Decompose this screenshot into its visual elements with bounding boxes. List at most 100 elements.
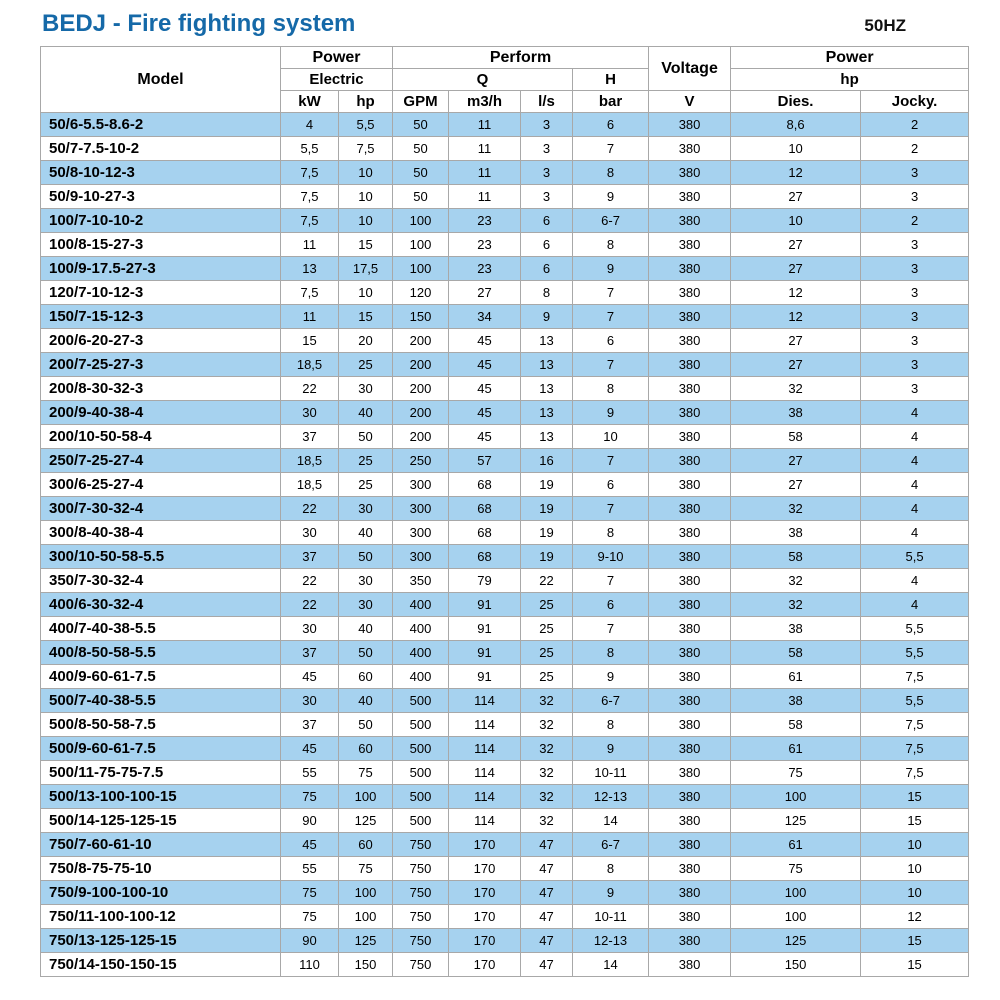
value-cell: 37 [280, 544, 339, 569]
model-cell: 150/7-15-12-3 [40, 304, 281, 329]
value-cell: 300 [392, 520, 450, 545]
value-cell: 8 [572, 640, 650, 665]
value-cell: 750 [392, 952, 450, 977]
table-row: 50/6-5.5-8.6-2 4 5,5 50 11 3 6 380 8,6 2 [40, 112, 970, 137]
value-cell: 10 [860, 832, 970, 857]
value-cell: 3 [860, 256, 970, 281]
model-cell: 500/7-40-38-5.5 [40, 688, 281, 713]
value-cell: 90 [280, 928, 339, 953]
value-cell: 125 [730, 928, 862, 953]
value-cell: 3 [860, 304, 970, 329]
value-cell: 6-7 [572, 688, 650, 713]
value-cell: 380 [648, 112, 732, 137]
value-cell: 3 [860, 376, 970, 401]
table-row: 750/13-125-125-15 90 125 750 170 47 12-13 380 12… [40, 928, 970, 953]
value-cell: 380 [648, 520, 732, 545]
value-cell: 500 [392, 808, 450, 833]
value-cell: 15 [337, 232, 394, 257]
model-cell: 120/7-10-12-3 [40, 280, 281, 305]
value-cell: 25 [337, 352, 394, 377]
value-cell: 110 [280, 952, 339, 977]
value-cell: 16 [520, 448, 574, 473]
model-cell: 750/13-125-125-15 [40, 928, 281, 953]
value-cell: 10 [337, 280, 394, 305]
value-cell: 7,5 [280, 280, 339, 305]
value-cell: 61 [730, 736, 862, 761]
value-cell: 19 [520, 544, 574, 569]
value-cell: 40 [337, 400, 394, 425]
header-dies: Dies. [730, 90, 862, 113]
value-cell: 170 [448, 856, 522, 881]
value-cell: 3 [860, 328, 970, 353]
model-cell: 300/8-40-38-4 [40, 520, 281, 545]
value-cell: 100 [730, 784, 862, 809]
page-header: BEDJ - Fire fighting system 50HZ [40, 6, 968, 46]
value-cell: 79 [448, 568, 522, 593]
table-row: 200/9-40-38-4 30 40 200 45 13 9 380 38 4 [40, 400, 970, 425]
value-cell: 8 [572, 712, 650, 737]
value-cell: 47 [520, 928, 574, 953]
value-cell: 50 [392, 112, 450, 137]
value-cell: 91 [448, 592, 522, 617]
value-cell: 10 [860, 856, 970, 881]
header-power-hp: Power [730, 46, 970, 69]
value-cell: 5,5 [860, 688, 970, 713]
value-cell: 380 [648, 136, 732, 161]
value-cell: 100 [337, 784, 394, 809]
value-cell: 6 [572, 328, 650, 353]
value-cell: 6 [520, 232, 574, 257]
value-cell: 3 [520, 184, 574, 209]
value-cell: 7,5 [280, 160, 339, 185]
header-model: Model [40, 46, 281, 113]
header-bar: bar [572, 90, 650, 113]
model-cell: 400/7-40-38-5.5 [40, 616, 281, 641]
value-cell: 380 [648, 472, 732, 497]
value-cell: 60 [337, 736, 394, 761]
model-cell: 300/10-50-58-5.5 [40, 544, 281, 569]
value-cell: 30 [280, 400, 339, 425]
table-row: 750/8-75-75-10 55 75 750 170 47 8 380 75 10 [40, 856, 970, 881]
value-cell: 75 [337, 760, 394, 785]
model-cell: 100/8-15-27-3 [40, 232, 281, 257]
model-cell: 200/6-20-27-3 [40, 328, 281, 353]
value-cell: 47 [520, 856, 574, 881]
value-cell: 45 [448, 352, 522, 377]
value-cell: 380 [648, 928, 732, 953]
value-cell: 380 [648, 856, 732, 881]
value-cell: 30 [337, 496, 394, 521]
value-cell: 58 [730, 712, 862, 737]
table-row: 400/7-40-38-5.5 30 40 400 91 25 7 380 38 5,5 [40, 616, 970, 641]
value-cell: 8 [572, 856, 650, 881]
value-cell: 9 [572, 184, 650, 209]
model-cell: 500/13-100-100-15 [40, 784, 281, 809]
page-title: BEDJ - Fire fighting system [42, 10, 356, 37]
value-cell: 380 [648, 880, 732, 905]
value-cell: 15 [860, 952, 970, 977]
value-cell: 18,5 [280, 352, 339, 377]
value-cell: 9-10 [572, 544, 650, 569]
value-cell: 47 [520, 832, 574, 857]
table-row: 500/9-60-61-7.5 45 60 500 114 32 9 380 61 7,5 [40, 736, 970, 761]
value-cell: 60 [337, 832, 394, 857]
table-row: 300/8-40-38-4 30 40 300 68 19 8 380 38 4 [40, 520, 970, 545]
value-cell: 100 [730, 880, 862, 905]
value-cell: 12 [730, 280, 862, 305]
model-cell: 350/7-30-32-4 [40, 568, 281, 593]
value-cell: 3 [860, 352, 970, 377]
model-cell: 750/7-60-61-10 [40, 832, 281, 857]
value-cell: 13 [520, 400, 574, 425]
value-cell: 45 [448, 424, 522, 449]
value-cell: 40 [337, 688, 394, 713]
value-cell: 25 [337, 448, 394, 473]
value-cell: 45 [448, 400, 522, 425]
value-cell: 500 [392, 712, 450, 737]
value-cell: 11 [448, 160, 522, 185]
model-cell: 250/7-25-27-4 [40, 448, 281, 473]
value-cell: 380 [648, 952, 732, 977]
model-cell: 50/6-5.5-8.6-2 [40, 112, 281, 137]
value-cell: 14 [572, 952, 650, 977]
value-cell: 380 [648, 184, 732, 209]
value-cell: 114 [448, 760, 522, 785]
model-cell: 100/9-17.5-27-3 [40, 256, 281, 281]
table-row: 300/6-25-27-4 18,5 25 300 68 19 6 380 27 4 [40, 472, 970, 497]
